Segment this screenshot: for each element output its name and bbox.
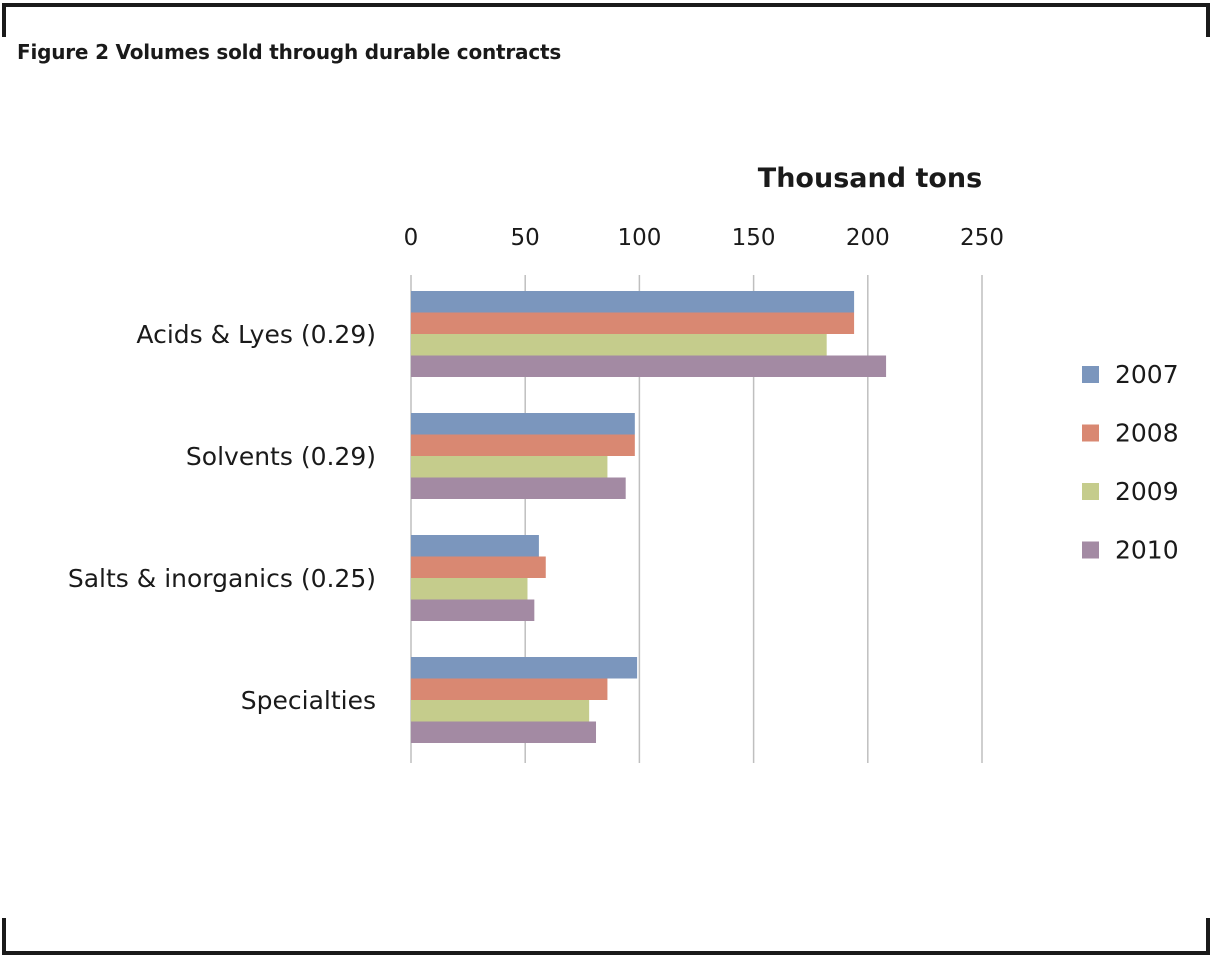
x-tick-label: 50 bbox=[511, 225, 540, 251]
bar-2008 bbox=[411, 434, 635, 456]
category-label: Solvents (0.29) bbox=[186, 442, 376, 471]
bar-2008 bbox=[411, 312, 855, 334]
legend-label: 2008 bbox=[1115, 419, 1179, 448]
legend-swatch bbox=[1082, 541, 1099, 559]
legend-swatch bbox=[1082, 424, 1099, 442]
frame-bottom-bracket bbox=[2, 918, 1210, 955]
bar-2009 bbox=[411, 578, 528, 600]
category-labels: Acids & Lyes (0.29) Solvents (0.29) Salts … bbox=[68, 320, 376, 715]
bar-2010 bbox=[411, 477, 626, 499]
category-label: Salts & inorganics (0.25) bbox=[68, 564, 376, 593]
bar-2008 bbox=[411, 556, 546, 578]
bar-2008 bbox=[411, 678, 608, 700]
x-axis-title: Thousand tons bbox=[758, 163, 982, 194]
legend-label: 2009 bbox=[1115, 477, 1179, 506]
bar-2010 bbox=[411, 721, 597, 743]
legend-label: 2010 bbox=[1115, 536, 1179, 565]
bar-2009 bbox=[411, 700, 590, 722]
x-tick-label: 200 bbox=[846, 225, 890, 251]
bar-2007 bbox=[411, 657, 638, 679]
bar-2007 bbox=[411, 535, 539, 557]
x-tick-label: 100 bbox=[617, 225, 661, 251]
bar-2007 bbox=[411, 291, 855, 313]
legend-label: 2007 bbox=[1115, 360, 1179, 389]
bar-2010 bbox=[411, 599, 535, 621]
bar-2010 bbox=[411, 355, 887, 377]
bar-2009 bbox=[411, 456, 608, 478]
chart-bars bbox=[411, 291, 887, 743]
x-tick-labels: 0 50 100 150 200 250 bbox=[404, 225, 1004, 251]
chart-legend: 2007 2008 2009 2010 bbox=[1082, 360, 1179, 565]
frame-top-bracket bbox=[2, 3, 1210, 37]
figure-title: Figure 2 Volumes sold through durable co… bbox=[17, 40, 562, 64]
category-label: Specialties bbox=[241, 686, 376, 715]
legend-swatch bbox=[1082, 483, 1099, 500]
bar-2009 bbox=[411, 334, 827, 356]
legend-swatch bbox=[1082, 366, 1099, 383]
category-label: Acids & Lyes (0.29) bbox=[136, 320, 376, 349]
x-tick-label: 250 bbox=[960, 225, 1004, 251]
x-tick-label: 150 bbox=[732, 225, 776, 251]
x-tick-label: 0 bbox=[404, 225, 419, 251]
bar-2007 bbox=[411, 413, 635, 435]
